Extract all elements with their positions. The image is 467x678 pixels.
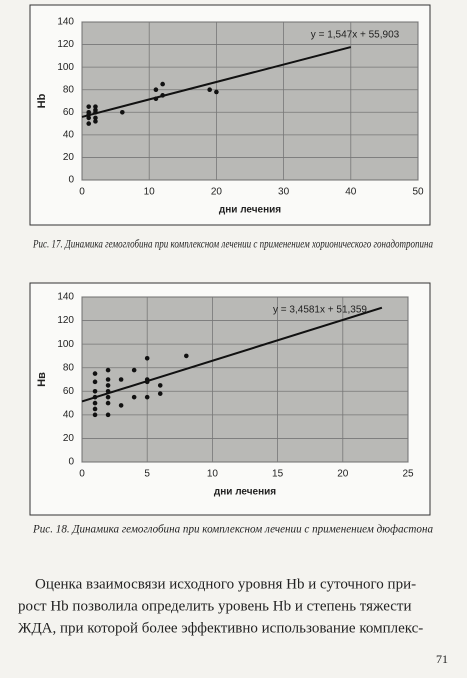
- data-point: [153, 96, 159, 102]
- paragraph-line: Оценка взаимосвязи исходного уровня Hb и…: [35, 576, 416, 592]
- y-tick-label: 20: [63, 433, 75, 444]
- data-point: [157, 383, 163, 388]
- data-point: [118, 377, 124, 382]
- x-tick-label: 10: [207, 469, 219, 480]
- data-point: [93, 104, 98, 109]
- y-tick-label: 100: [57, 339, 74, 350]
- data-point: [153, 87, 159, 93]
- data-point: [86, 104, 92, 109]
- plot-area: [81, 296, 409, 463]
- data-point: [86, 112, 92, 117]
- data-point: [92, 394, 98, 400]
- data-point: [157, 391, 163, 396]
- data-point: [105, 388, 111, 394]
- trendline: [81, 46, 352, 118]
- x-tick-label: 20: [211, 187, 223, 198]
- paragraph-line: ЖДА, при которой более эффективно исполь…: [18, 620, 423, 636]
- x-tick-label: 5: [144, 469, 150, 480]
- y-tick-label: 60: [63, 386, 75, 397]
- y-tick-label: 20: [63, 152, 75, 163]
- figure-caption: Рис. 18. Динамика гемоглобина при компле…: [32, 524, 433, 536]
- y-tick-label: 80: [63, 362, 75, 373]
- y-tick-label: 0: [68, 457, 74, 468]
- data-point: [92, 388, 98, 394]
- x-tick-label: 30: [278, 187, 290, 198]
- y-tick-label: 80: [63, 84, 75, 95]
- data-point: [105, 394, 111, 400]
- y-tick-label: 0: [68, 175, 74, 186]
- data-point: [131, 394, 137, 400]
- trendline-equation: y = 3,4581x + 51,359: [273, 305, 367, 316]
- data-point: [214, 89, 219, 95]
- plot-area: [81, 21, 419, 181]
- data-point: [105, 367, 111, 373]
- x-tick-label: 20: [337, 469, 349, 480]
- data-point: [160, 93, 165, 98]
- data-point: [92, 400, 98, 406]
- figure-caption: Рис. 17. Динамика гемоглобина при компле…: [32, 239, 433, 251]
- y-tick-label: 120: [57, 39, 74, 50]
- y-tick-label: 40: [63, 129, 75, 140]
- data-point: [120, 109, 125, 115]
- y-tick-label: 60: [63, 107, 75, 118]
- data-point: [184, 353, 189, 359]
- x-tick-label: 25: [402, 469, 414, 480]
- data-point: [93, 107, 98, 113]
- data-point: [105, 383, 111, 388]
- data-point: [92, 379, 98, 385]
- data-point: [118, 403, 124, 408]
- data-point: [86, 115, 92, 121]
- y-tick-label: 40: [63, 409, 75, 420]
- x-tick-label: 15: [272, 469, 284, 480]
- x-tick-label: 0: [79, 187, 85, 198]
- x-axis-label: дни лечения: [214, 487, 276, 498]
- x-tick-label: 40: [345, 187, 357, 198]
- y-tick-label: 100: [57, 62, 74, 73]
- data-point: [92, 371, 98, 376]
- data-point: [144, 355, 150, 361]
- data-point: [92, 406, 98, 412]
- data-point: [207, 87, 212, 93]
- y-axis-label: Hb: [36, 93, 48, 108]
- data-point: [131, 367, 137, 373]
- data-point: [144, 379, 150, 385]
- y-tick-label: 140: [57, 17, 74, 28]
- data-point: [93, 115, 98, 121]
- data-point: [93, 119, 98, 124]
- data-point: [144, 394, 150, 400]
- y-axis-label: Нв: [36, 372, 48, 387]
- x-tick-label: 50: [412, 187, 424, 198]
- x-tick-label: 0: [79, 469, 85, 480]
- data-point: [105, 412, 111, 418]
- data-point: [105, 377, 111, 382]
- data-point: [92, 412, 98, 418]
- trendline-equation: y = 1,547x + 55,903: [311, 30, 400, 41]
- data-point: [86, 121, 92, 126]
- y-tick-label: 140: [57, 292, 74, 303]
- trendline: [81, 306, 383, 403]
- paragraph-line: рост Hb позволила определить уровень Hb …: [18, 598, 412, 614]
- data-point: [105, 400, 111, 406]
- x-axis-label: дни лечения: [219, 205, 281, 216]
- y-tick-label: 120: [57, 315, 74, 326]
- x-tick-label: 10: [144, 187, 156, 198]
- page-number: 71: [436, 652, 448, 666]
- data-point: [160, 81, 165, 87]
